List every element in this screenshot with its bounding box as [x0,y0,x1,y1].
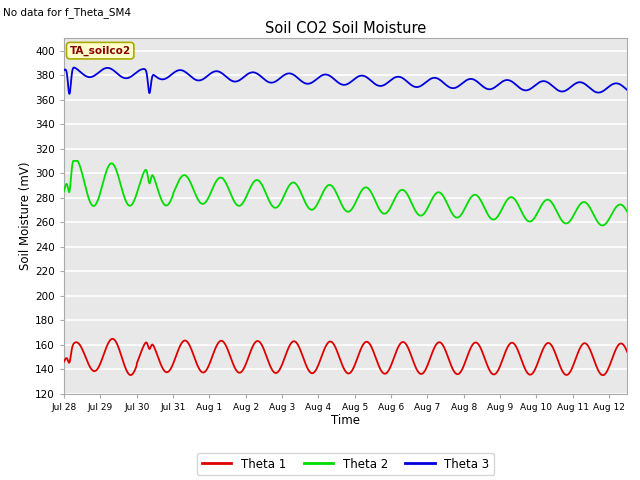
X-axis label: Time: Time [331,414,360,427]
Y-axis label: Soil Moisture (mV): Soil Moisture (mV) [19,162,33,270]
Title: Soil CO2 Soil Moisture: Soil CO2 Soil Moisture [265,21,426,36]
Text: No data for f_Theta_SM4: No data for f_Theta_SM4 [3,7,131,18]
Legend: Theta 1, Theta 2, Theta 3: Theta 1, Theta 2, Theta 3 [197,453,494,475]
Text: TA_soilco2: TA_soilco2 [70,46,131,56]
